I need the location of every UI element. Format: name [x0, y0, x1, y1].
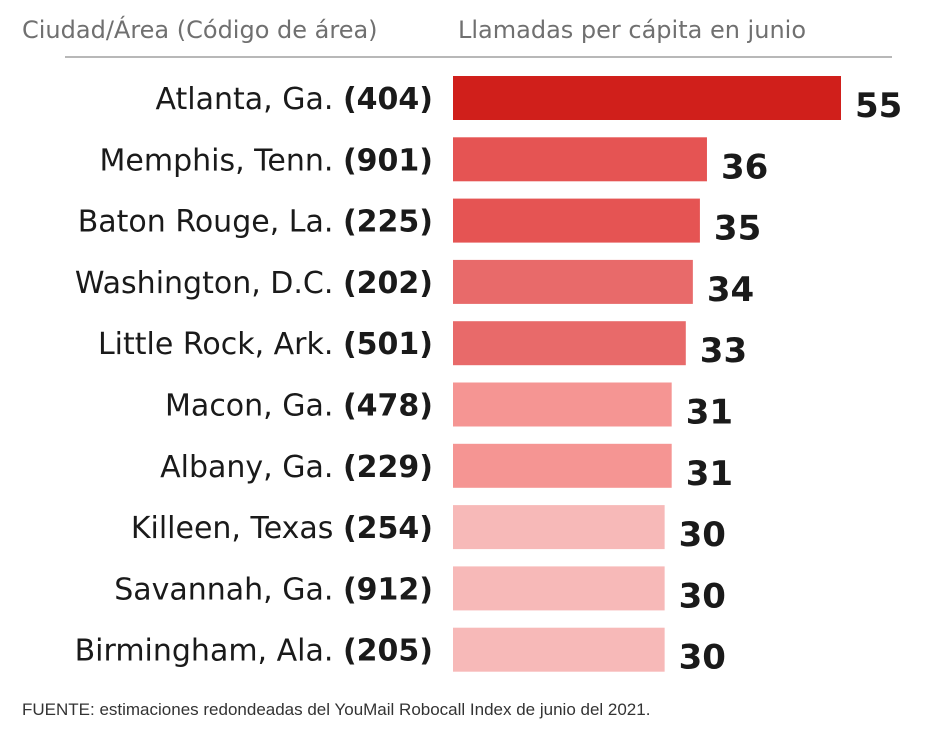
- bar: [453, 259, 693, 304]
- area-code: (254): [343, 511, 433, 546]
- city-name: Baton Rouge, La.: [78, 205, 343, 240]
- area-code: (202): [343, 266, 433, 301]
- area-code: (912): [343, 572, 433, 607]
- area-code: (501): [343, 327, 433, 362]
- category-label: Memphis, Tenn. (901): [100, 143, 434, 178]
- value-label: 35: [714, 209, 761, 249]
- value-label: 36: [721, 147, 768, 187]
- bar: [453, 443, 672, 488]
- bar: [453, 627, 665, 672]
- bar: [453, 137, 707, 182]
- area-code: (404): [343, 82, 433, 117]
- area-code: (478): [343, 389, 433, 424]
- category-label: Savannah, Ga. (912): [114, 572, 433, 607]
- city-name: Atlanta, Ga.: [156, 82, 343, 117]
- value-label: 30: [679, 576, 726, 616]
- city-name: Albany, Ga.: [160, 450, 343, 485]
- city-name: Macon, Ga.: [165, 389, 343, 424]
- category-label: Little Rock, Ark. (501): [98, 327, 433, 362]
- category-label: Atlanta, Ga. (404): [156, 82, 433, 117]
- category-label: Birmingham, Ala. (205): [75, 634, 433, 669]
- category-label: Killeen, Texas (254): [131, 511, 433, 546]
- source-note: FUENTE: estimaciones redondeadas del You…: [22, 700, 651, 719]
- value-label: 30: [679, 638, 726, 678]
- category-label: Washington, D.C. (202): [75, 266, 433, 301]
- value-label: 30: [679, 515, 726, 555]
- bar: [453, 76, 841, 120]
- category-label: Albany, Ga. (229): [160, 450, 433, 485]
- bar: [453, 321, 686, 366]
- value-label: 33: [700, 331, 747, 371]
- category-label: Macon, Ga. (478): [165, 389, 433, 424]
- value-label: 34: [707, 270, 754, 310]
- bar: [453, 382, 672, 427]
- city-name: Little Rock, Ark.: [98, 327, 343, 362]
- bar: [453, 566, 665, 611]
- value-label: 55: [855, 86, 902, 126]
- header-left-label: Ciudad/Área (Código de área): [22, 15, 378, 44]
- bar-rows: Atlanta, Ga. (404) 55 Memphis, Tenn. (901)…: [75, 76, 902, 678]
- city-name: Washington, D.C.: [75, 266, 343, 301]
- area-code: (901): [343, 143, 433, 178]
- header-right-label: Llamadas per cápita en junio: [458, 16, 806, 44]
- bar: [453, 505, 665, 550]
- city-name: Killeen, Texas: [131, 511, 343, 546]
- category-label: Baton Rouge, La. (225): [78, 205, 433, 240]
- value-label: 31: [686, 393, 733, 433]
- area-code: (229): [343, 450, 433, 485]
- value-label: 31: [686, 454, 733, 494]
- area-code: (225): [343, 205, 433, 240]
- city-name: Memphis, Tenn.: [100, 143, 343, 178]
- bar: [453, 198, 700, 243]
- city-name: Savannah, Ga.: [114, 572, 343, 607]
- city-name: Birmingham, Ala.: [75, 634, 343, 669]
- area-code: (205): [343, 634, 433, 669]
